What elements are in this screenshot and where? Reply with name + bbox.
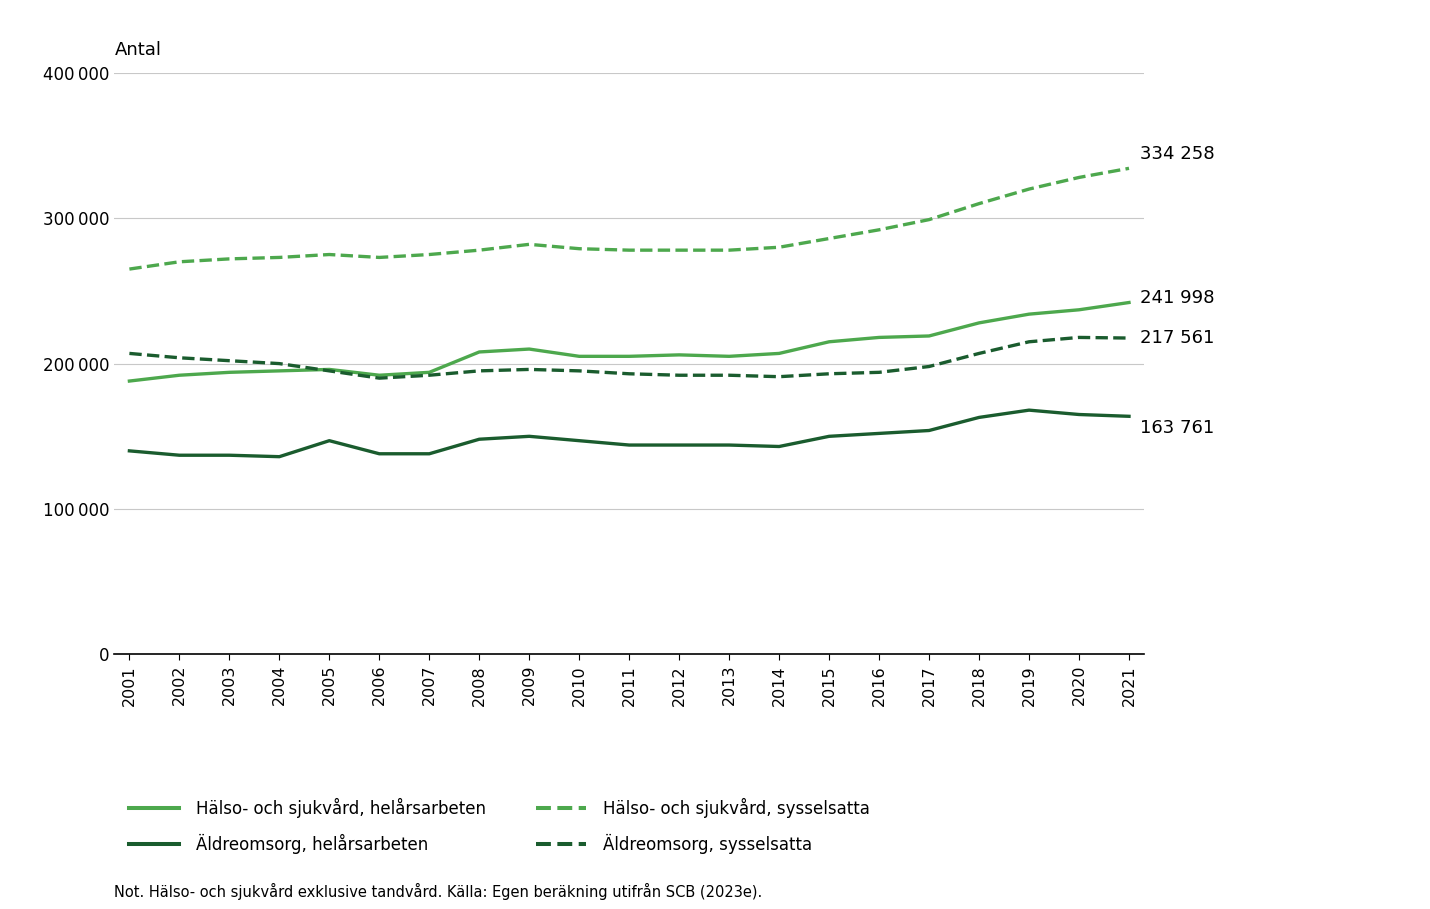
Text: 334 258: 334 258 [1140,145,1214,163]
Text: 163 761: 163 761 [1140,419,1214,437]
Text: 241 998: 241 998 [1140,289,1214,307]
Text: Antal: Antal [114,41,162,59]
Legend: Hälso- och sjukvård, helårsarbeten, Äldreomsorg, helårsarbeten, Hälso- och sjukv: Hälso- och sjukvård, helårsarbeten, Äldr… [123,791,877,861]
Text: 217 561: 217 561 [1140,329,1214,347]
Text: Not. Hälso- och sjukvård exklusive tandvård. Källa: Egen beräkning utifrån SCB (: Not. Hälso- och sjukvård exklusive tandv… [114,883,762,900]
